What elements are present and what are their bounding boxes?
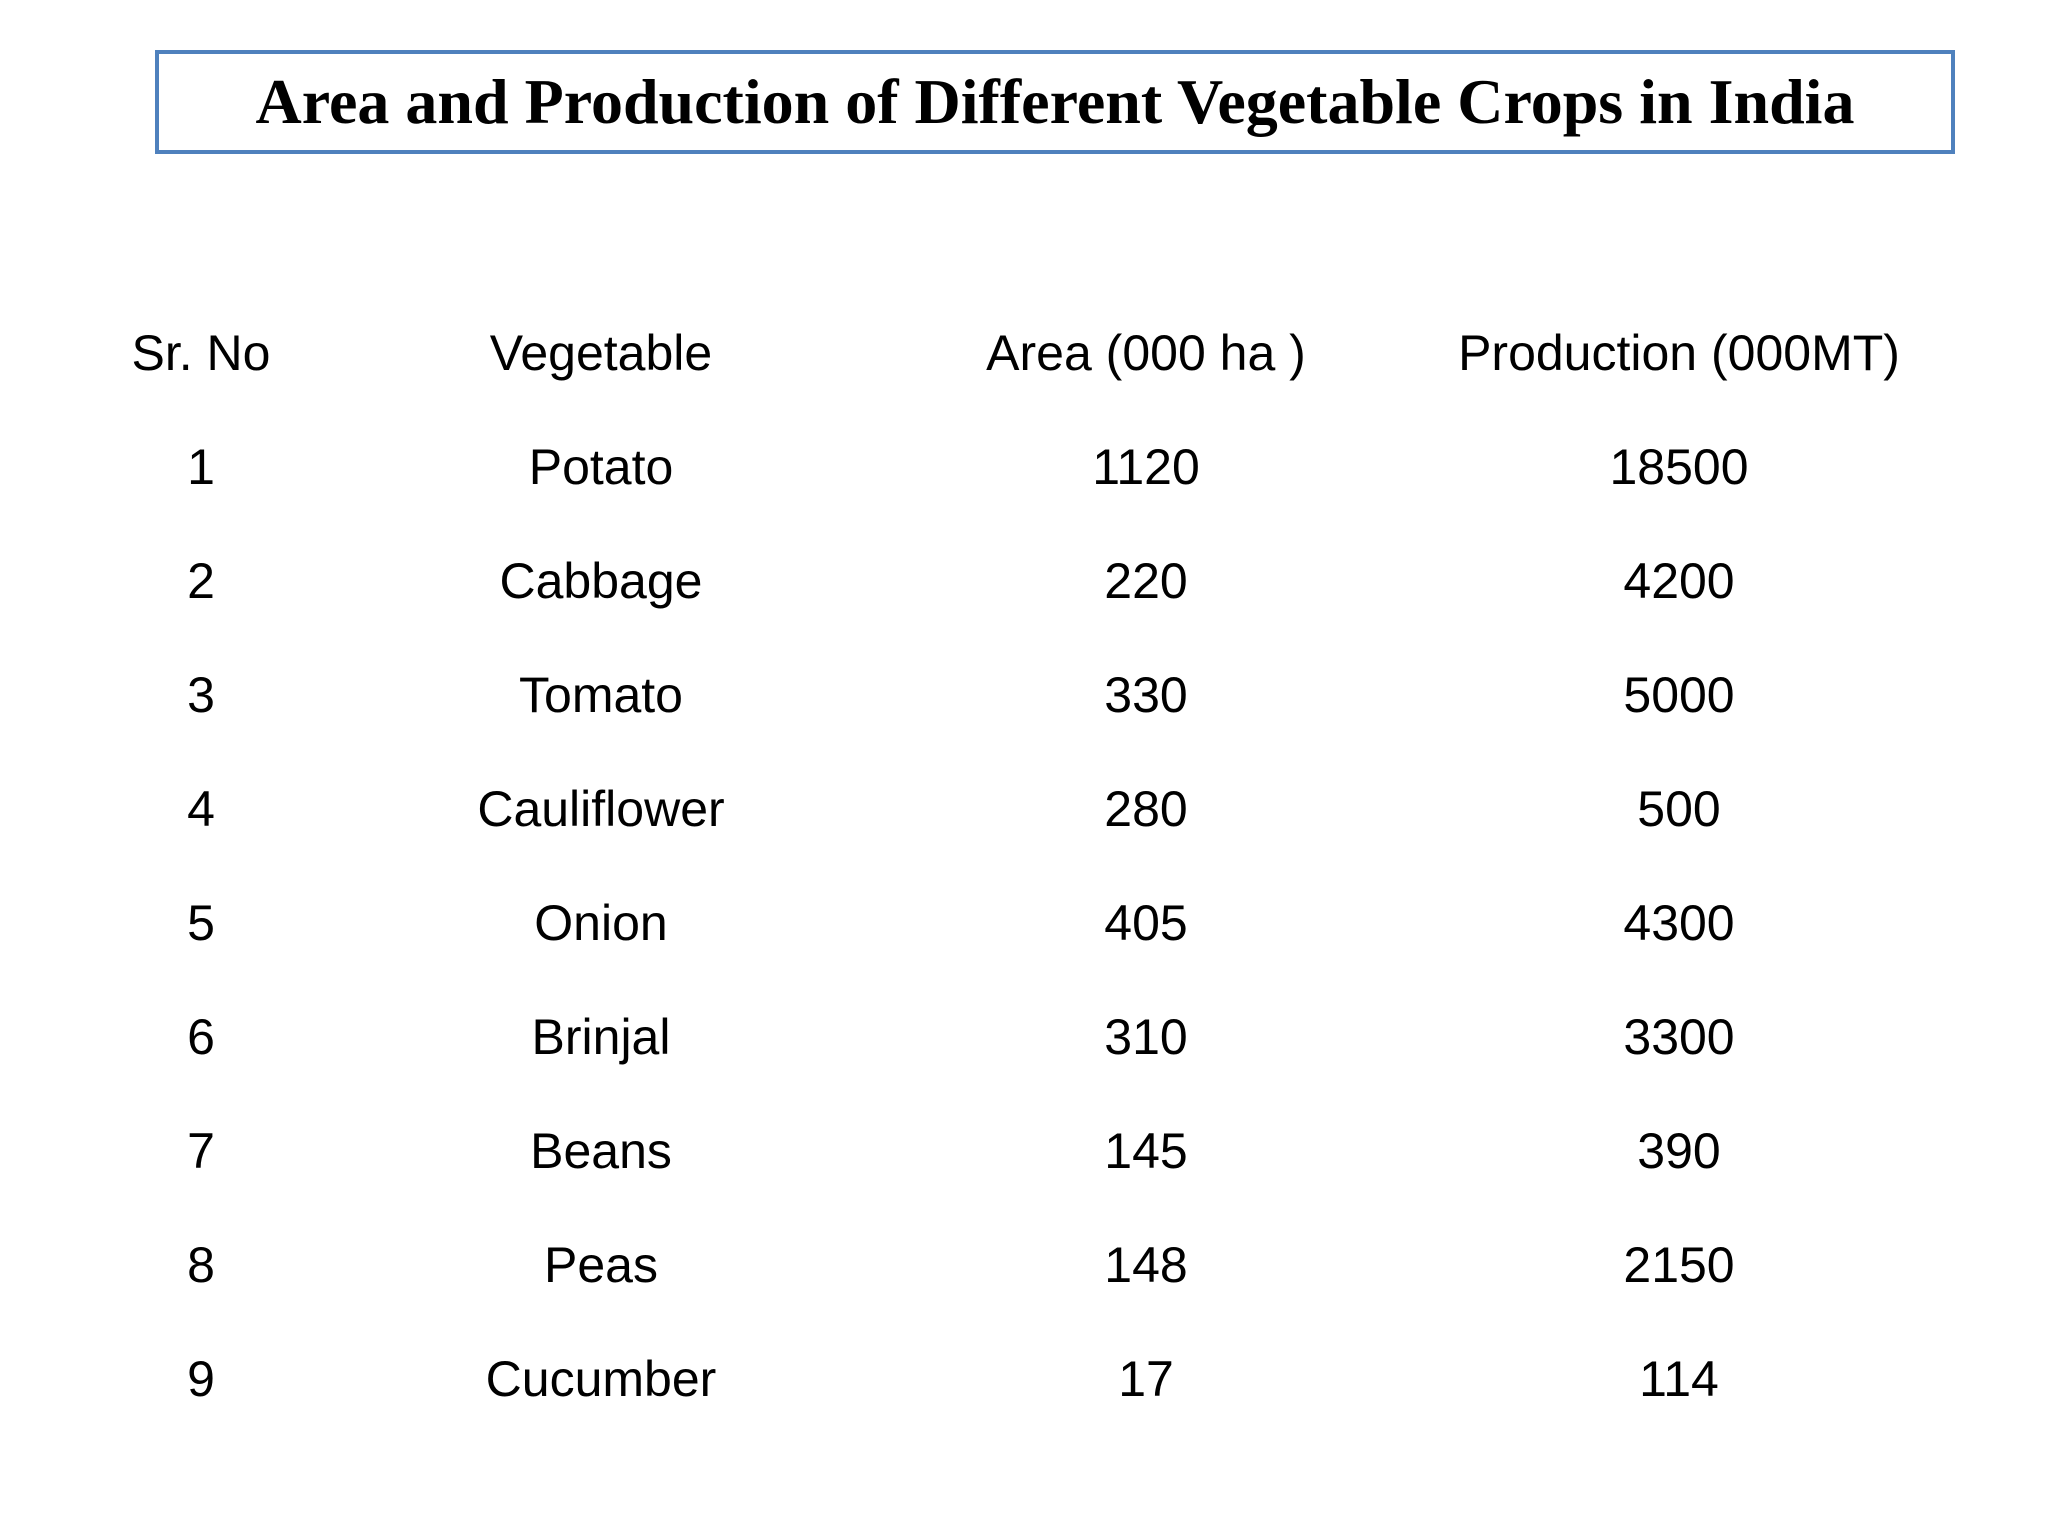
table-row: 6 Brinjal 310 3300 bbox=[0, 980, 2048, 1094]
table-body: 1 Potato 1120 18500 2 Cabbage 220 4200 3 Tomato 33… bbox=[0, 410, 2048, 1436]
cell-production: 500 bbox=[1637, 781, 1721, 837]
cell-production: 114 bbox=[1639, 1351, 1719, 1407]
table-row: 1 Potato 1120 18500 bbox=[0, 410, 2048, 524]
table-row: 8 Peas 148 2150 bbox=[0, 1208, 2048, 1322]
cell-area: 220 bbox=[1104, 553, 1188, 609]
cell-production: 3300 bbox=[1623, 1009, 1735, 1065]
cell-production: 4300 bbox=[1623, 895, 1735, 951]
cell-vegetable: Beans bbox=[530, 1123, 672, 1179]
table-row: 2 Cabbage 220 4200 bbox=[0, 524, 2048, 638]
table-row: 3 Tomato 330 5000 bbox=[0, 638, 2048, 752]
title-box: Area and Production of Different Vegetab… bbox=[155, 50, 1955, 154]
cell-area: 280 bbox=[1104, 781, 1188, 837]
cell-sr-no: 2 bbox=[187, 553, 215, 609]
data-table: Sr. No Vegetable Area (000 ha ) Producti… bbox=[0, 296, 2048, 1436]
table-row: 5 Onion 405 4300 bbox=[0, 866, 2048, 980]
cell-area: 17 bbox=[1118, 1351, 1174, 1407]
cell-sr-no: 9 bbox=[187, 1351, 215, 1407]
table-title: Area and Production of Different Vegetab… bbox=[255, 66, 1855, 137]
cell-sr-no: 3 bbox=[187, 667, 215, 723]
cell-sr-no: 5 bbox=[187, 895, 215, 951]
header-production: Production (000MT) bbox=[1458, 325, 1900, 381]
cell-area: 1120 bbox=[1092, 439, 1200, 495]
cell-vegetable: Cabbage bbox=[499, 553, 703, 609]
cell-vegetable: Onion bbox=[534, 895, 668, 951]
cell-vegetable: Brinjal bbox=[531, 1009, 671, 1065]
cell-sr-no: 4 bbox=[187, 781, 215, 837]
cell-vegetable: Cauliflower bbox=[477, 781, 725, 837]
table-row: 4 Cauliflower 280 500 bbox=[0, 752, 2048, 866]
cell-production: 18500 bbox=[1609, 439, 1749, 495]
cell-area: 330 bbox=[1104, 667, 1188, 723]
header-vegetable: Vegetable bbox=[489, 325, 713, 381]
table-row: 9 Cucumber 17 114 bbox=[0, 1322, 2048, 1436]
cell-production: 4200 bbox=[1623, 553, 1735, 609]
cell-vegetable: Potato bbox=[528, 439, 674, 495]
table-header-row: Sr. No Vegetable Area (000 ha ) Producti… bbox=[0, 296, 2048, 410]
cell-sr-no: 6 bbox=[187, 1009, 215, 1065]
header-area: Area (000 ha ) bbox=[986, 325, 1306, 381]
cell-production: 5000 bbox=[1623, 667, 1735, 723]
cell-vegetable: Cucumber bbox=[485, 1351, 717, 1407]
cell-area: 145 bbox=[1104, 1123, 1188, 1179]
table-row: 7 Beans 145 390 bbox=[0, 1094, 2048, 1208]
cell-sr-no: 7 bbox=[187, 1123, 215, 1179]
cell-production: 390 bbox=[1637, 1123, 1721, 1179]
cell-area: 148 bbox=[1104, 1237, 1188, 1293]
cell-area: 405 bbox=[1104, 895, 1188, 951]
cell-sr-no: 8 bbox=[187, 1237, 215, 1293]
header-sr-no: Sr. No bbox=[131, 325, 271, 381]
cell-area: 310 bbox=[1104, 1009, 1188, 1065]
cell-production: 2150 bbox=[1623, 1237, 1735, 1293]
cell-vegetable: Peas bbox=[544, 1237, 658, 1293]
cell-sr-no: 1 bbox=[187, 439, 215, 495]
cell-vegetable: Tomato bbox=[519, 667, 683, 723]
